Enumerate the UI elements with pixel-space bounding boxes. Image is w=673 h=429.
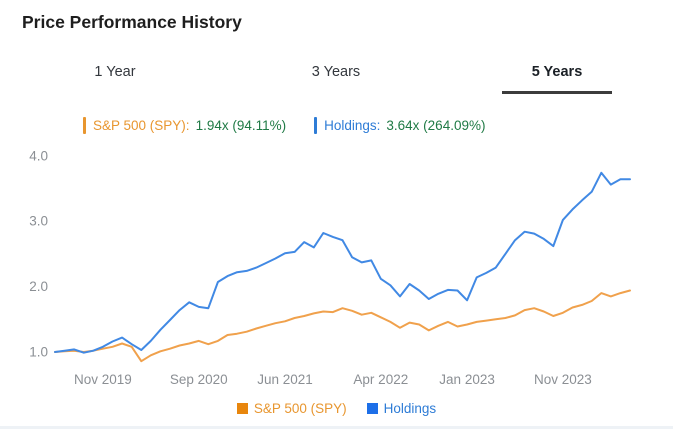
holdings-summary-label: Holdings: xyxy=(324,118,381,133)
x-axis-tick-label: Sep 2020 xyxy=(170,372,228,387)
spy-summary-label: S&P 500 (SPY): xyxy=(93,118,190,133)
tab-3-years[interactable]: 3 Years xyxy=(311,64,361,80)
performance-line-chart: 1.0 2.0 3.0 4.0 Nov 2019 Sep 2020 Jun 2021 Apr … xyxy=(29,148,631,387)
tab-1-year[interactable]: 1 Year xyxy=(94,64,136,80)
spy-summary: S&P 500 (SPY): 1.94x (94.11%) xyxy=(83,117,286,134)
y-axis-tick-label: 2.0 xyxy=(29,279,48,294)
y-axis-tick-label: 4.0 xyxy=(29,148,48,163)
holdings-line xyxy=(54,171,631,354)
x-axis-tick-label: Nov 2023 xyxy=(534,372,592,387)
s-p-500-spy-line xyxy=(54,289,631,363)
legend-item-s-p-500-spy: S&P 500 (SPY) xyxy=(236,401,347,416)
holdings-legend-bar xyxy=(314,117,318,134)
legend-swatch xyxy=(366,403,378,414)
legend-label: S&P 500 (SPY) xyxy=(253,401,347,416)
period-tabbar: 1 Year 3 Years 5 Years xyxy=(60,64,612,94)
x-axis-tick-label: Jan 2023 xyxy=(439,372,495,387)
spy-summary-value: 1.94x (94.11%) xyxy=(195,118,287,133)
page-bottom-strip xyxy=(0,426,673,429)
chart-legend: S&P 500 (SPY) Holdings xyxy=(0,401,673,416)
y-axis-tick-label: 1.0 xyxy=(29,345,48,360)
tab-5-years[interactable]: 5 Years xyxy=(502,64,612,94)
x-axis-tick-label: Apr 2022 xyxy=(353,372,408,387)
page-title: Price Performance History xyxy=(22,12,242,32)
y-axis-tick-label: 3.0 xyxy=(29,214,48,229)
legend-swatch xyxy=(236,403,248,414)
legend-item-holdings: Holdings xyxy=(366,401,437,416)
spy-legend-bar xyxy=(83,117,86,134)
x-axis-tick-label: Nov 2019 xyxy=(74,372,132,387)
x-axis-tick-label: Jun 2021 xyxy=(257,372,313,387)
performance-summary: S&P 500 (SPY): 1.94x (94.11%) Holdings: … xyxy=(83,117,485,134)
holdings-summary: Holdings: 3.64x (264.09%) xyxy=(314,117,485,134)
holdings-summary-value: 3.64x (264.09%) xyxy=(386,118,486,133)
legend-label: Holdings xyxy=(383,401,437,416)
